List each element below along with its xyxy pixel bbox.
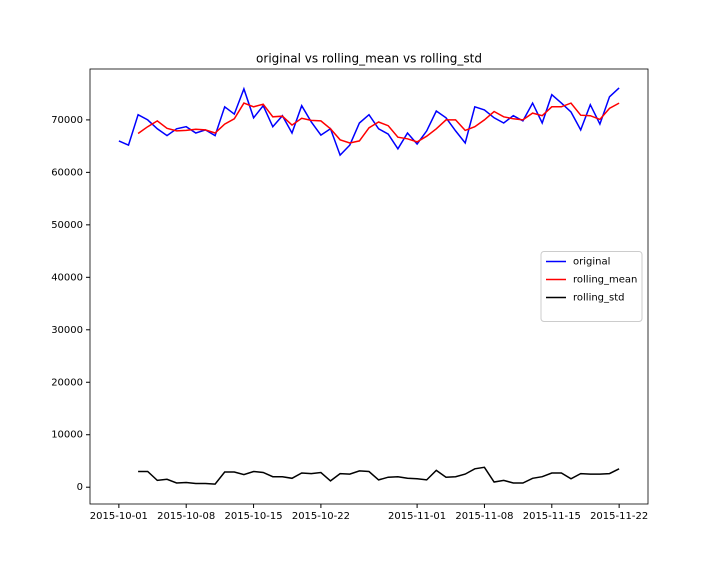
legend: original rolling_mean rolling_std	[540, 251, 643, 322]
legend-box	[540, 251, 643, 322]
x-tick-label: 2015-10-08	[157, 511, 215, 522]
chart-title: original vs rolling_mean vs rolling_std	[256, 52, 482, 66]
y-tick-label: 30000	[51, 325, 83, 336]
legend-label: rolling_std	[573, 293, 625, 304]
y-tick-label: 60000	[51, 167, 83, 178]
x-tick-label: 2015-11-22	[590, 511, 648, 522]
y-tick-label: 20000	[51, 377, 83, 388]
x-tick-label: 2015-11-01	[388, 511, 446, 522]
series-line	[138, 466, 620, 485]
x-tick-label: 2015-10-15	[224, 511, 282, 522]
y-tick-label: 0	[77, 482, 83, 493]
x-tick-label: 2015-11-15	[523, 511, 581, 522]
series-line	[118, 86, 620, 157]
plot-area	[89, 68, 649, 505]
y-tick-label: 10000	[51, 430, 83, 441]
y-tick-label: 40000	[51, 272, 83, 283]
x-tick-label: 2015-10-01	[90, 511, 148, 522]
legend-label: original	[573, 257, 610, 268]
legend-label: rolling_mean	[573, 275, 637, 286]
x-tick-label: 2015-10-22	[292, 511, 350, 522]
y-tick-label: 50000	[51, 220, 83, 231]
x-tick-label: 2015-11-08	[455, 511, 513, 522]
series-line	[137, 102, 620, 144]
y-tick-label: 70000	[51, 115, 83, 126]
